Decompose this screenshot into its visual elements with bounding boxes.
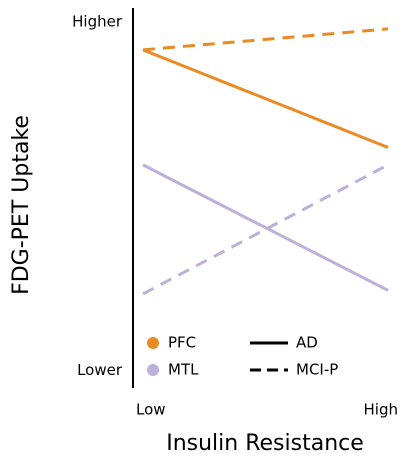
- y-tick-label: Higher: [72, 12, 123, 30]
- legend-label: PFC: [168, 334, 196, 352]
- legend-label: MCI-P: [296, 361, 338, 379]
- legend-label: AD: [296, 334, 318, 352]
- x-tick-label: Low: [136, 401, 166, 419]
- series-line: [142, 48, 389, 149]
- x-tick-label: High: [364, 401, 398, 419]
- x-axis-label: Insulin Resistance: [166, 431, 364, 456]
- legend-marker: [147, 364, 159, 376]
- legend-marker: [147, 337, 159, 349]
- series-line: [142, 27, 389, 52]
- y-tick-label: Lower: [77, 361, 123, 379]
- legend-label: MTL: [168, 361, 199, 379]
- series-line: [142, 163, 389, 292]
- series-line: [142, 163, 389, 296]
- y-axis-label: FDG-PET Uptake: [9, 115, 34, 295]
